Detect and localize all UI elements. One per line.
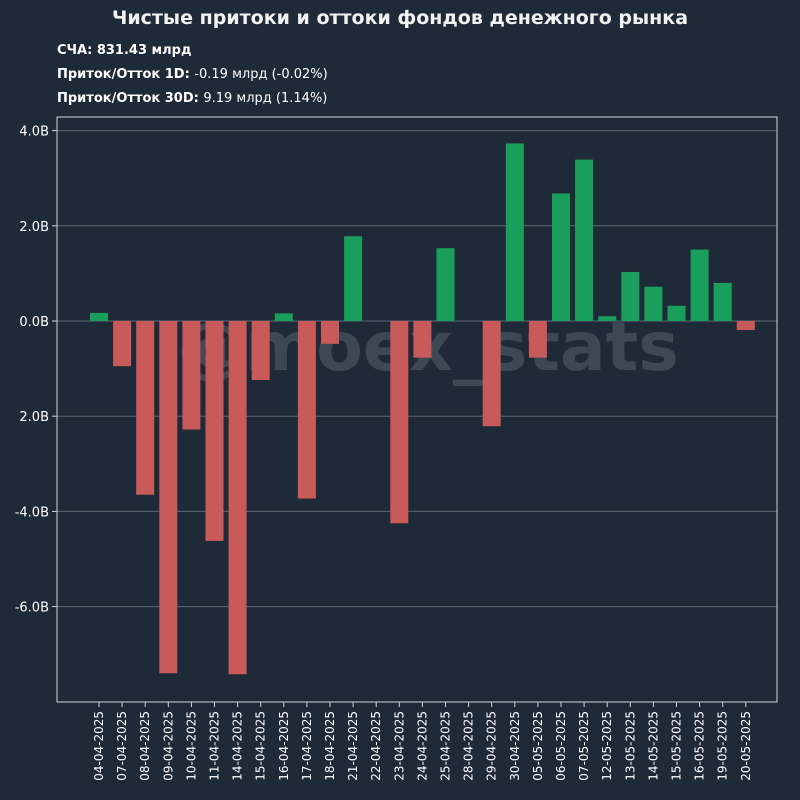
bar: [528, 321, 547, 358]
bar: [713, 282, 732, 321]
bar: [390, 321, 409, 524]
bar: [90, 312, 108, 321]
bar: [690, 249, 709, 321]
bar: [321, 321, 339, 344]
y-tick-label: 0.0B: [19, 315, 49, 330]
chart-title: Чистые притоки и оттоки фондов денежного…: [111, 7, 689, 29]
x-tick-label: 17-04-2025: [300, 711, 314, 781]
x-tick-label: 23-04-2025: [392, 711, 406, 781]
plot-frame: [56, 116, 778, 703]
x-tick-label: 09-04-2025: [161, 711, 175, 781]
bar: [251, 321, 270, 381]
y-tick-label: -6.0B: [15, 601, 49, 616]
bar: [736, 321, 755, 331]
x-tick-label: 07-04-2025: [115, 711, 129, 781]
flow-1d-label: Приток/Отток 1D:: [57, 67, 190, 82]
bar: [482, 321, 501, 427]
x-tick-label: 14-05-2025: [646, 711, 660, 781]
bar: [159, 321, 178, 674]
x-tick-label: 22-04-2025: [369, 711, 383, 781]
aum-stat: СЧА: 831.43 млрд: [57, 43, 192, 58]
x-tick-label: 13-05-2025: [623, 711, 637, 781]
y-tick-label: 4.0B: [19, 125, 49, 140]
y-tick-label: 2.0B: [19, 220, 49, 235]
bar: [621, 271, 640, 321]
bar: [552, 193, 570, 321]
bar: [297, 321, 316, 499]
x-tick-label: 05-05-2025: [531, 711, 545, 781]
x-tick-label: 12-05-2025: [600, 711, 614, 781]
x-tick-label: 16-05-2025: [693, 711, 707, 781]
bar: [644, 286, 663, 321]
flow-1d-value: -0.19 млрд (-0.02%): [194, 67, 328, 82]
y-tick-label: -4.0B: [15, 505, 49, 520]
aum-value: 831.43 млрд: [96, 43, 192, 58]
x-tick-label: 18-04-2025: [323, 711, 337, 781]
bar: [205, 321, 224, 541]
x-tick-label: 19-05-2025: [716, 711, 730, 781]
x-tick-label: 10-04-2025: [184, 711, 198, 781]
bar: [136, 321, 155, 495]
x-tick-label: 07-05-2025: [577, 711, 591, 781]
x-tick-label: 16-04-2025: [277, 711, 291, 781]
x-tick-label: 20-05-2025: [739, 711, 753, 781]
bar: [274, 313, 293, 321]
x-tick-label: 15-04-2025: [254, 711, 268, 781]
bar: [413, 321, 432, 358]
x-tick-label: 14-04-2025: [231, 711, 245, 781]
x-tick-label: 25-04-2025: [439, 711, 453, 781]
bar: [436, 248, 455, 321]
x-tick-label: 30-04-2025: [508, 711, 522, 781]
bar: [598, 316, 617, 321]
x-tick-label: 21-04-2025: [346, 711, 360, 781]
bar: [182, 321, 201, 430]
flow-1d-stat: Приток/Отток 1D: -0.19 млрд (-0.02%): [57, 67, 328, 82]
flow-30d-value: 9.19 млрд (1.14%): [203, 91, 328, 106]
x-tick-label: 06-05-2025: [554, 711, 568, 781]
x-tick-label: 24-04-2025: [415, 711, 429, 781]
x-tick-label: 11-04-2025: [208, 711, 222, 781]
flow-30d-label: Приток/Отток 30D:: [57, 91, 199, 106]
x-tick-label: 28-04-2025: [462, 711, 476, 781]
bar: [575, 159, 594, 321]
y-tick-label: 2.0B: [19, 410, 49, 425]
x-tick-label: 08-04-2025: [138, 711, 152, 781]
bar: [228, 321, 247, 675]
aum-label: СЧА:: [57, 43, 93, 58]
flow-30d-stat: Приток/Отток 30D: 9.19 млрд (1.14%): [57, 91, 327, 106]
bar: [113, 321, 132, 367]
bar: [344, 236, 363, 321]
bar: [667, 305, 686, 321]
bar: [505, 143, 524, 321]
x-tick-label: 29-04-2025: [485, 711, 499, 781]
x-tick-label: 15-05-2025: [670, 711, 684, 781]
x-tick-label: 04-04-2025: [92, 711, 106, 781]
